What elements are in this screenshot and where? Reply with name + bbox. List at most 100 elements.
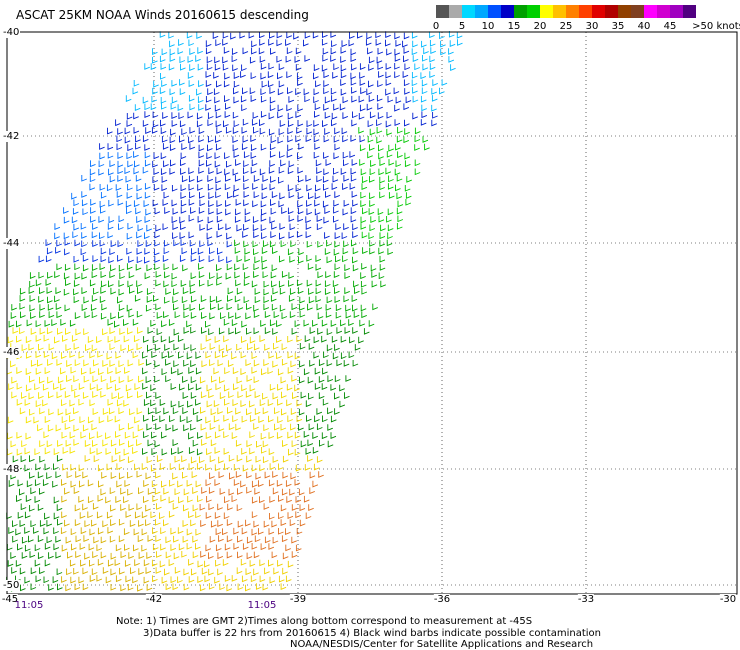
wind-barb (52, 481, 58, 488)
wind-barb (403, 79, 410, 87)
wind-barb (268, 528, 275, 535)
wind-barb (173, 328, 180, 336)
wind-barb (92, 408, 99, 415)
wind-barb (214, 351, 221, 359)
wind-barb (124, 367, 130, 374)
wind-barb (215, 136, 221, 143)
wind-barb (233, 543, 240, 550)
wind-barb (379, 240, 386, 247)
wind-barb (344, 287, 350, 295)
wind-barb (263, 303, 270, 311)
wind-barb (224, 95, 230, 103)
wind-barb (214, 576, 220, 584)
wind-barb (448, 56, 455, 63)
wind-barb (289, 488, 295, 496)
wind-barb (378, 247, 384, 255)
wind-barb (260, 111, 267, 118)
wind-barb (92, 223, 98, 230)
wind-barb (235, 471, 242, 478)
wind-barb (172, 263, 179, 271)
wind-barb (206, 232, 213, 240)
wind-barb (299, 376, 305, 384)
wind-barb (287, 120, 294, 127)
wind-barb (66, 360, 72, 367)
wind-barb (277, 560, 283, 567)
wind-barb (161, 48, 168, 56)
wind-barb (303, 88, 310, 96)
wind-barb (295, 511, 301, 519)
wind-barb (223, 448, 230, 455)
wind-barb (260, 88, 267, 96)
wind-barb (6, 544, 13, 551)
wind-barb (160, 335, 167, 343)
wind-barb (89, 383, 96, 391)
wind-barb (100, 207, 106, 214)
wind-barb (246, 487, 252, 494)
wind-barb (309, 487, 315, 495)
wind-barb (208, 192, 214, 200)
wind-barb (334, 240, 340, 248)
wind-barb (126, 192, 133, 199)
wind-barb (377, 208, 384, 216)
wind-barb (281, 391, 287, 399)
wind-barb (150, 103, 157, 111)
wind-barb (334, 296, 341, 303)
wind-barb (369, 240, 375, 247)
wind-barb (224, 463, 230, 471)
wind-barb (359, 104, 366, 112)
wind-barb (82, 471, 88, 479)
wind-barb (218, 535, 224, 542)
wind-barb (191, 248, 197, 255)
wind-barb (61, 544, 68, 552)
wind-barb (209, 312, 215, 320)
wind-barb (105, 432, 111, 440)
wind-barb (358, 127, 364, 134)
wind-barb (152, 111, 159, 119)
wind-barb (405, 199, 412, 206)
wind-barb (39, 287, 45, 295)
wind-barb (19, 520, 26, 527)
wind-barb (378, 152, 384, 160)
wind-barb (47, 359, 53, 366)
wind-barb (155, 519, 161, 526)
wind-barb (322, 200, 329, 208)
wind-barb (206, 496, 212, 503)
wind-barb (127, 144, 133, 152)
wind-barb (169, 415, 175, 423)
wind-barb (286, 71, 292, 79)
wind-barb (34, 544, 41, 552)
wind-barb (63, 272, 70, 280)
wind-barb (243, 279, 250, 286)
wind-barb (359, 159, 365, 166)
wind-barb (285, 575, 292, 583)
wind-barb (181, 247, 188, 255)
wind-barb (188, 231, 195, 239)
wind-barb (145, 376, 152, 384)
wind-barb (61, 416, 68, 424)
wind-barb (306, 184, 312, 192)
wind-barb (385, 120, 392, 128)
wind-barb (262, 175, 269, 182)
wind-barb (242, 263, 249, 271)
wind-barb (240, 400, 247, 408)
wind-barb (312, 320, 318, 327)
wind-barb (53, 512, 60, 520)
wind-barb (154, 440, 161, 448)
wind-barb (394, 104, 400, 112)
wind-barb (294, 431, 301, 439)
wind-barb (208, 583, 215, 590)
wind-barb (116, 480, 122, 488)
wind-barb (285, 480, 292, 487)
wind-barb (35, 575, 42, 583)
wind-barb (209, 343, 216, 350)
wind-barb (222, 559, 229, 566)
wind-barb (236, 567, 243, 575)
wind-barb (324, 112, 331, 119)
wind-barb (125, 511, 132, 518)
wind-barb (228, 488, 235, 496)
wind-barb (169, 480, 175, 487)
wind-barb (180, 192, 187, 199)
wind-barb (255, 472, 262, 480)
wind-barb (43, 351, 50, 358)
wind-barb (171, 120, 178, 127)
